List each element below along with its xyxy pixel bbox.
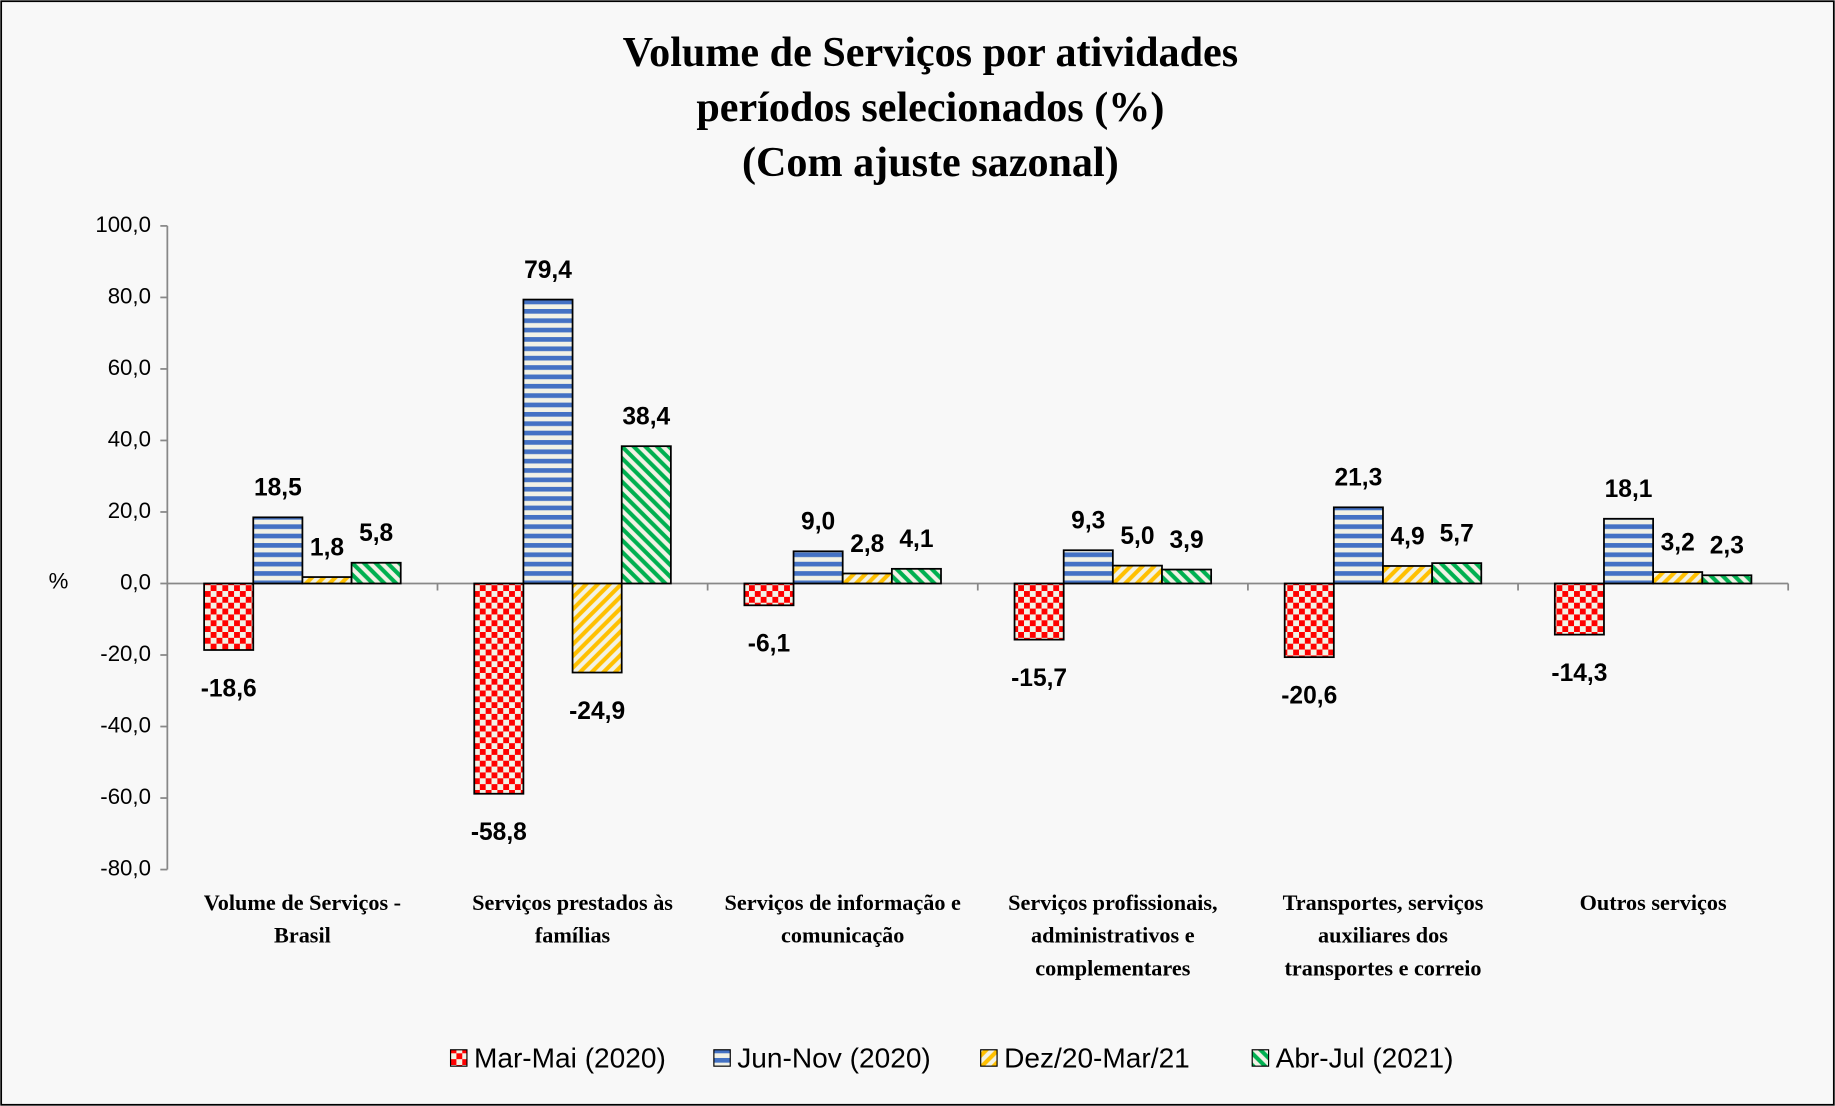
data-label: 4,9 <box>1390 523 1424 550</box>
bar <box>473 582 525 795</box>
data-label: -58,8 <box>471 819 527 846</box>
bar <box>1283 582 1335 659</box>
legend-label: Abr-Jul (2021) <box>1276 1043 1454 1074</box>
bar <box>252 516 304 585</box>
y-axis-label: % <box>49 569 69 594</box>
data-label: 79,4 <box>524 257 572 284</box>
legend-swatch <box>449 1049 468 1067</box>
data-label: -20,6 <box>1281 682 1337 709</box>
legend-label: Jun-Nov (2020) <box>737 1043 931 1074</box>
chart-title: períodos selecionados (%) <box>696 84 1164 131</box>
bar <box>792 550 844 585</box>
data-label: 5,7 <box>1440 521 1474 548</box>
y-tick-label: -80,0 <box>100 855 151 880</box>
data-label: -15,7 <box>1011 665 1067 692</box>
x-tick-label: Transportes, serviços <box>1283 890 1484 915</box>
data-label: 5,8 <box>359 520 393 547</box>
data-label: 9,3 <box>1071 508 1105 535</box>
legend-swatch <box>713 1049 731 1067</box>
bar <box>841 572 893 585</box>
y-tick-label: 100,0 <box>95 212 151 237</box>
bar <box>1062 549 1114 585</box>
x-tick-label: Volume de Serviços - <box>204 890 401 915</box>
x-tick-label: Serviços prestados às <box>472 890 673 915</box>
data-label: 18,5 <box>254 475 302 502</box>
y-tick-label: 40,0 <box>108 426 151 451</box>
x-tick-label: transportes e correio <box>1284 955 1481 980</box>
data-label: 4,1 <box>899 526 933 553</box>
x-tick-label: complementares <box>1035 955 1190 980</box>
y-tick-label: -60,0 <box>100 784 151 809</box>
bar <box>1161 568 1213 585</box>
data-label: 18,1 <box>1605 476 1653 503</box>
data-label: 3,2 <box>1661 529 1695 556</box>
data-label: 5,0 <box>1120 523 1154 550</box>
data-label: 2,3 <box>1710 533 1744 560</box>
legend-swatch <box>1251 1049 1270 1067</box>
y-tick-label: 60,0 <box>108 355 151 380</box>
y-tick-label: -20,0 <box>100 641 151 666</box>
data-label: 1,8 <box>310 534 344 561</box>
legend-swatch <box>980 1049 998 1067</box>
data-label: -14,3 <box>1551 660 1607 687</box>
bar <box>1382 565 1434 585</box>
data-label: -24,9 <box>569 698 625 725</box>
bar <box>620 445 672 585</box>
chart-title: Volume de Serviços por atividades <box>623 29 1239 76</box>
x-tick-label: Serviços profissionais, <box>1008 890 1217 915</box>
bar <box>522 298 574 585</box>
bar <box>1332 506 1384 585</box>
data-label: -18,6 <box>201 675 257 702</box>
x-tick-label: comunicação <box>781 923 904 948</box>
bar <box>1111 564 1163 585</box>
x-tick-label: auxiliares dos <box>1318 923 1448 948</box>
bar <box>301 576 353 585</box>
y-tick-label: -40,0 <box>100 712 151 737</box>
bar <box>350 561 402 585</box>
data-label: -6,1 <box>748 631 790 658</box>
bar <box>1013 582 1065 641</box>
bar <box>743 582 795 607</box>
bar <box>890 567 942 585</box>
bar <box>1603 517 1654 585</box>
legend-label: Mar-Mai (2020) <box>474 1043 666 1074</box>
bar <box>203 582 255 651</box>
data-label: 2,8 <box>850 531 884 558</box>
y-tick-label: 20,0 <box>108 498 151 523</box>
x-tick-label: Serviços de informação e <box>725 890 961 915</box>
x-tick-label: famílias <box>535 923 611 948</box>
data-label: 21,3 <box>1334 465 1382 492</box>
data-label: 38,4 <box>622 404 670 431</box>
bar <box>1553 582 1605 636</box>
data-label: 3,9 <box>1169 527 1203 554</box>
y-tick-label: 80,0 <box>108 283 151 308</box>
x-tick-label: administrativos e <box>1031 923 1195 948</box>
bar <box>1431 562 1483 585</box>
chart-title: (Com ajuste sazonal) <box>742 139 1119 186</box>
x-tick-label: Outros serviços <box>1580 890 1727 915</box>
data-label: 9,0 <box>801 509 835 536</box>
y-tick-label: 0,0 <box>120 569 151 594</box>
bar <box>1701 574 1753 585</box>
x-tick-label: Brasil <box>274 923 331 948</box>
legend-label: Dez/20-Mar/21 <box>1004 1043 1190 1074</box>
bar <box>1652 571 1704 585</box>
bar <box>571 582 623 674</box>
